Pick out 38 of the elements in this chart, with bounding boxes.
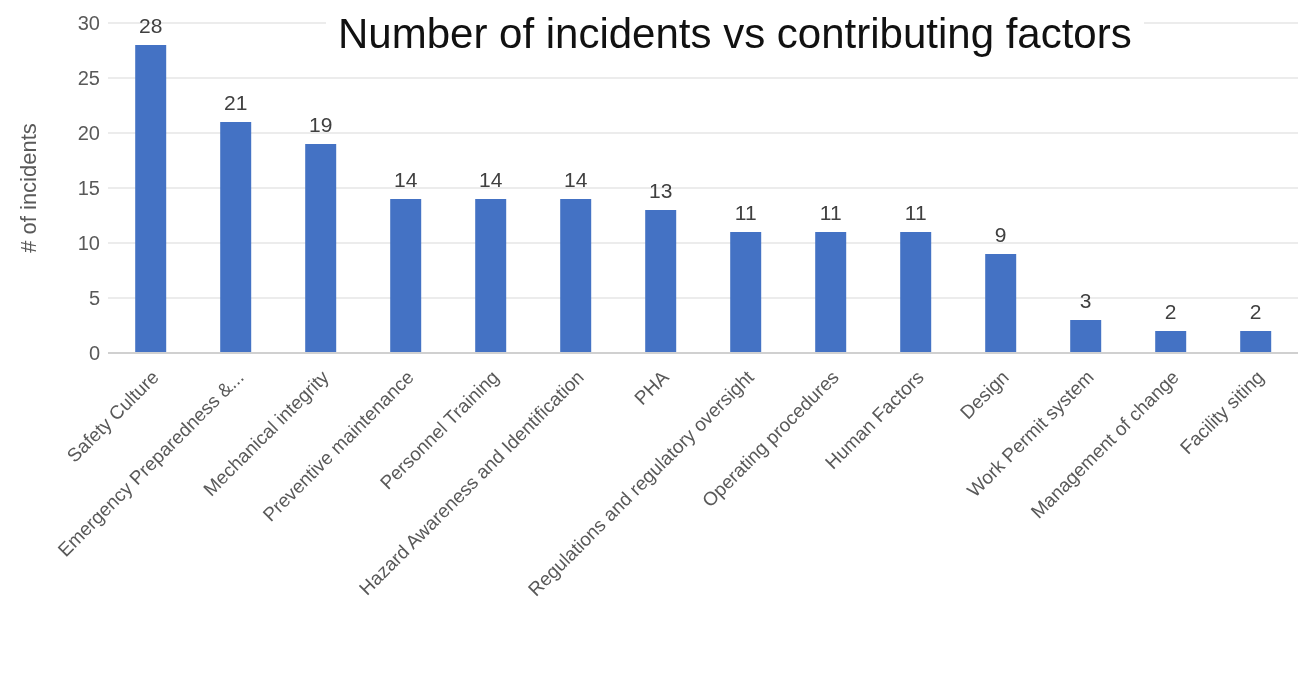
- bar: [1070, 320, 1102, 353]
- bar: [815, 232, 847, 353]
- data-label: 3: [1079, 289, 1092, 312]
- bar: [1240, 331, 1272, 353]
- data-label: 21: [224, 91, 248, 114]
- data-label: 2: [1249, 300, 1262, 323]
- bar: [900, 232, 932, 353]
- y-tick-label: 5: [88, 287, 100, 310]
- y-tick-label: 30: [77, 12, 100, 35]
- data-label: 9: [994, 223, 1007, 246]
- y-tick-label: 0: [88, 342, 100, 365]
- chart-title: Number of incidents vs contributing factors: [326, 8, 1144, 60]
- bar: [985, 254, 1017, 353]
- data-label: 14: [479, 168, 503, 191]
- data-label: 14: [564, 168, 588, 191]
- y-tick-label: 15: [77, 177, 100, 200]
- data-label: 14: [394, 168, 418, 191]
- bar: [220, 122, 252, 353]
- data-label: 11: [904, 201, 927, 224]
- y-tick-label: 25: [77, 67, 100, 90]
- x-tick-label: PHA: [630, 366, 673, 409]
- data-label: 11: [819, 201, 842, 224]
- bar: [135, 45, 167, 353]
- bar: [305, 144, 337, 353]
- bar: [1155, 331, 1187, 353]
- bar: [645, 210, 677, 353]
- y-tick-label: 10: [77, 232, 100, 255]
- y-tick-label: 20: [77, 122, 100, 145]
- bar: [730, 232, 762, 353]
- data-label: 19: [309, 113, 333, 136]
- data-label: 13: [649, 179, 673, 202]
- data-label: 28: [139, 14, 163, 37]
- data-label: 11: [734, 201, 757, 224]
- bar: [475, 199, 507, 353]
- data-label: 2: [1164, 300, 1177, 323]
- bar: [390, 199, 422, 353]
- bar: [560, 199, 592, 353]
- y-axis-title: # of incidents: [15, 123, 41, 253]
